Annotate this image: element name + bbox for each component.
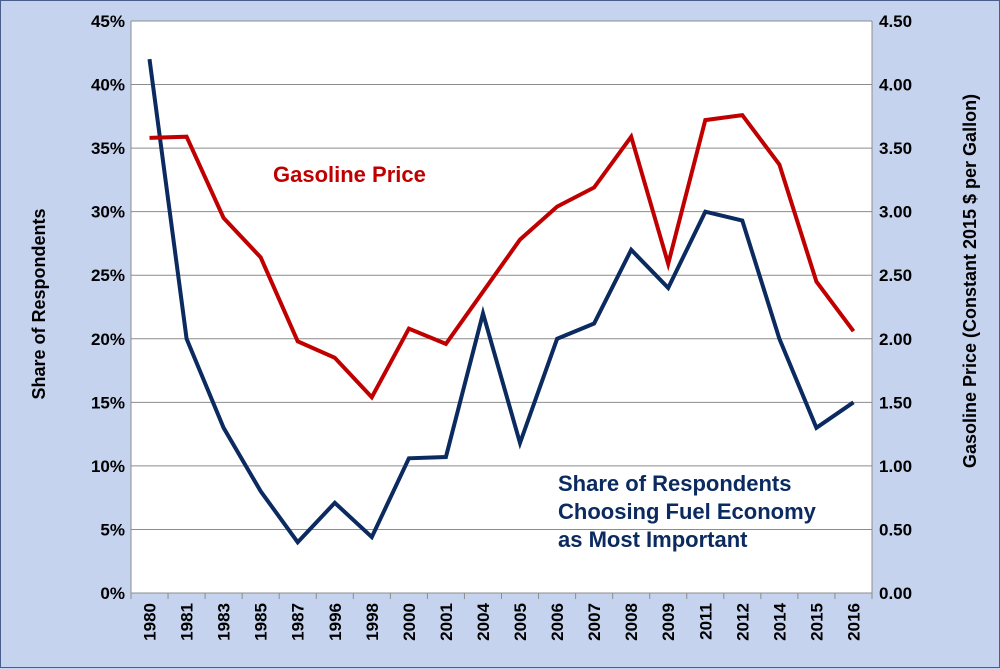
x-tick-label: 2006 [548, 603, 567, 641]
right-tick-label: 1.50 [879, 393, 912, 412]
x-tick-label: 1980 [141, 603, 160, 641]
series-layer [147, 58, 856, 546]
right-tick-label: 3.50 [879, 139, 912, 158]
left-tick-label: 30% [91, 203, 125, 222]
x-tick-label: 2015 [807, 603, 826, 641]
x-tick-label: 2009 [659, 603, 678, 641]
x-tick-label: 1981 [178, 603, 197, 641]
right-tick-label: 3.00 [879, 203, 912, 222]
left-tick-label: 10% [91, 457, 125, 476]
share-annotation-line-1: Share of Respondents [558, 471, 791, 496]
right-tick-label: 0.50 [879, 520, 912, 539]
share-annotation-line-3: as Most Important [558, 527, 748, 552]
x-axis-ticks: 1980 1981 1983 1985 1987 1996 1998 2000 2001 2004… [141, 602, 864, 640]
left-tick-label: 0% [100, 584, 125, 603]
right-tick-label: 4.00 [879, 76, 912, 95]
right-tick-label: 0.00 [879, 584, 912, 603]
right-tick-label: 2.50 [879, 266, 912, 285]
x-tick-label: 2011 [696, 603, 715, 640]
x-tick-label: 2000 [400, 603, 419, 641]
right-tick-label: 2.00 [879, 330, 912, 349]
x-tick-label: 1985 [252, 603, 271, 641]
share-annotation-line-2: Choosing Fuel Economy [558, 499, 817, 524]
right-tick-label: 4.50 [879, 12, 912, 31]
right-tick-label: 1.00 [879, 457, 912, 476]
left-axis-title: Share of Respondents [29, 208, 49, 399]
left-tick-label: 35% [91, 139, 125, 158]
x-tick-label: 2014 [770, 602, 789, 640]
left-axis-ticks: 0% 5% 10% 15% 20% 25% 30% 35% 40% 45% [91, 12, 125, 603]
left-tick-label: 45% [91, 12, 125, 31]
plot-area [131, 21, 872, 593]
left-tick-label: 25% [91, 266, 125, 285]
axes [130, 21, 873, 599]
x-tick-label: 2012 [733, 603, 752, 641]
right-axis-title: Gasoline Price (Constant 2015 $ per Gall… [960, 94, 980, 468]
x-tick-label: 2005 [511, 603, 530, 641]
x-tick-label: 1983 [215, 603, 234, 641]
fuel-economy-share-series-line [147, 58, 855, 546]
x-tick-label: 1998 [363, 603, 382, 641]
x-tick-label: 2004 [474, 602, 493, 640]
gasoline-price-annotation: Gasoline Price [273, 162, 426, 187]
left-tick-label: 5% [100, 520, 125, 539]
x-tick-label: 2007 [585, 603, 604, 641]
x-tick-label: 2016 [844, 603, 863, 641]
x-tick-label: 2001 [437, 603, 456, 641]
x-tick-label: 1996 [326, 603, 345, 641]
right-axis-ticks: 0.00 0.50 1.00 1.50 2.00 2.50 3.00 3.50 4.00 4.50 [879, 12, 912, 603]
left-tick-label: 40% [91, 76, 125, 95]
left-tick-label: 20% [91, 330, 125, 349]
x-tick-label: 2008 [622, 603, 641, 641]
x-tick-label: 1987 [289, 603, 308, 641]
gridlines [131, 20, 872, 530]
gasoline-price-series-line [149, 112, 856, 401]
left-tick-label: 15% [91, 393, 125, 412]
